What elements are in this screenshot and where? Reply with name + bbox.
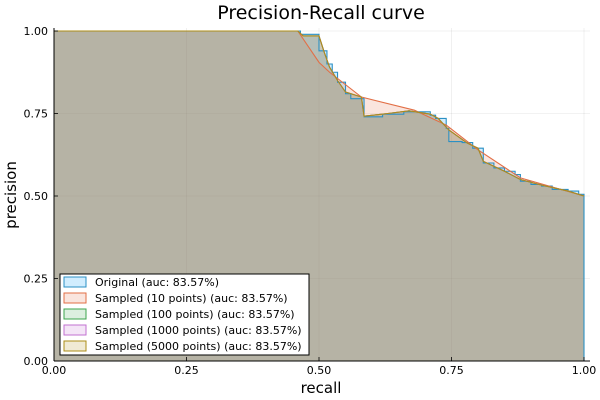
- chart-title: Precision-Recall curve: [217, 2, 425, 24]
- x-ticks: 0.00 0.25 0.50 0.75 1.00: [42, 357, 597, 377]
- y-tick-label-2: 0.50: [24, 190, 49, 203]
- legend: Original (auc: 83.57%) Sampled (10 points…: [59, 273, 310, 356]
- y-axis-label: precision: [2, 161, 20, 229]
- legend-label-4: Sampled (5000 points) (auc: 83.57%): [95, 340, 302, 353]
- y-ticks: 0.00 0.25 0.50 0.75 1.00: [24, 25, 58, 368]
- legend-swatch-2: [63, 308, 87, 320]
- legend-label-0: Original (auc: 83.57%): [95, 276, 219, 289]
- x-tick-label-1: 0.25: [174, 364, 199, 377]
- y-tick-label-0: 0.00: [24, 355, 49, 368]
- y-tick-label-3: 0.75: [24, 108, 49, 121]
- legend-box: [59, 273, 310, 356]
- legend-label-1: Sampled (10 points) (auc: 83.57%): [95, 292, 288, 305]
- y-tick-label-1: 0.25: [24, 273, 49, 286]
- series-lines: [54, 30, 585, 361]
- legend-label-2: Sampled (100 points) (auc: 83.57%): [95, 308, 295, 321]
- x-tick-label-3: 0.75: [439, 364, 464, 377]
- x-tick-label-0: 0.00: [42, 364, 67, 377]
- x-tick-label-2: 0.50: [307, 364, 332, 377]
- legend-swatch-3: [63, 324, 87, 336]
- series-line-4: [54, 30, 585, 197]
- series-line-1: [54, 30, 585, 197]
- x-axis-label: recall: [301, 379, 342, 397]
- legend-swatch-4: [63, 340, 87, 352]
- legend-swatch-1: [63, 292, 87, 304]
- y-tick-label-4: 1.00: [24, 25, 49, 38]
- legend-swatch-0: [63, 276, 87, 288]
- x-tick-label-4: 1.00: [572, 364, 597, 377]
- legend-label-3: Sampled (1000 points) (auc: 83.57%): [95, 324, 302, 337]
